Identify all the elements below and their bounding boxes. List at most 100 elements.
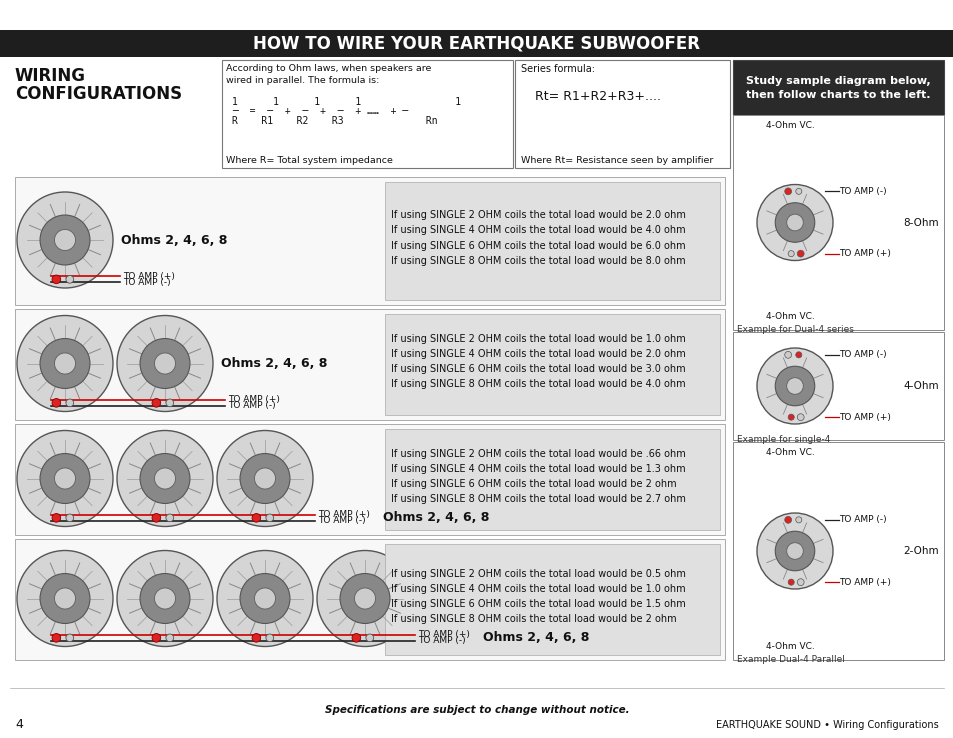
Circle shape [17,316,112,412]
Bar [385,544,720,655]
Circle shape [54,468,75,489]
Circle shape [366,634,374,642]
Bar [15,177,724,305]
Circle shape [775,203,814,242]
Text: Example Dual-4 Parallel: Example Dual-4 Parallel [737,655,844,664]
Circle shape [66,399,73,407]
Bar [732,60,943,115]
Circle shape [795,517,801,523]
Circle shape [787,414,794,420]
Circle shape [66,514,73,522]
Text: 1      1      1      1                1: 1 1 1 1 1 [232,97,460,107]
Circle shape [757,513,832,589]
Text: According to Ohm laws, when speakers are: According to Ohm laws, when speakers are [226,64,431,73]
Circle shape [54,230,75,251]
Bar [732,332,943,440]
Text: 4-Ohm: 4-Ohm [902,381,938,391]
Text: Rt= R1+R2+R3+....: Rt= R1+R2+R3+.... [535,90,660,103]
Text: TO AMP (+): TO AMP (+) [228,396,279,404]
Bar [385,182,720,300]
Bar [0,30,953,57]
Circle shape [352,633,360,642]
Text: R    R1    R2    R3              Rn: R R1 R2 R3 Rn [232,116,437,126]
Text: Ohms 2, 4, 6, 8: Ohms 2, 4, 6, 8 [482,632,589,644]
Circle shape [316,551,413,646]
Bar [515,60,729,168]
Circle shape [784,188,791,195]
Text: 4-Ohm VC.: 4-Ohm VC. [765,448,814,457]
Circle shape [40,215,90,265]
Bar [15,309,724,420]
Circle shape [786,542,802,559]
Text: TO AMP (+): TO AMP (+) [838,413,890,421]
Text: WIRING: WIRING [15,67,86,85]
Text: If using SINGLE 2 OHM coils the total load would be .66 ohm
If using SINGLE 4 OH: If using SINGLE 2 OHM coils the total lo… [391,449,685,504]
Circle shape [784,517,791,523]
Circle shape [52,275,61,283]
Text: TO AMP (+): TO AMP (+) [123,272,174,281]
Text: TO AMP (-): TO AMP (-) [417,636,465,645]
Text: Ohms 2, 4, 6, 8: Ohms 2, 4, 6, 8 [382,511,489,525]
Circle shape [216,551,313,646]
Circle shape [140,339,190,388]
Text: HOW TO WIRE YOUR EARTHQUAKE SUBWOOFER: HOW TO WIRE YOUR EARTHQUAKE SUBWOOFER [253,35,700,52]
Circle shape [52,633,61,642]
Circle shape [140,573,190,624]
Circle shape [152,399,160,407]
Text: EARTHQUAKE SOUND • Wiring Configurations: EARTHQUAKE SOUND • Wiring Configurations [716,720,938,730]
Text: TO AMP (-): TO AMP (-) [228,401,275,410]
Circle shape [240,573,290,624]
Circle shape [795,188,801,194]
Circle shape [66,275,73,283]
Text: Specifications are subject to change without notice.: Specifications are subject to change wit… [324,705,629,715]
Circle shape [797,250,803,257]
Circle shape [117,551,213,646]
Circle shape [54,353,75,374]
Text: Example for Dual-4 series: Example for Dual-4 series [737,325,853,334]
Text: 2-Ohm: 2-Ohm [902,546,938,556]
Text: TO AMP (-): TO AMP (-) [838,187,885,196]
Circle shape [166,634,173,642]
Circle shape [266,634,274,642]
Text: 4-Ohm VC.: 4-Ohm VC. [765,312,814,321]
Bar [15,424,724,535]
Circle shape [17,551,112,646]
Circle shape [152,514,160,523]
Circle shape [140,454,190,503]
Circle shape [355,588,375,609]
Circle shape [252,514,260,523]
Circle shape [797,579,803,585]
Circle shape [266,514,274,522]
Circle shape [40,339,90,388]
Text: Where R= Total system impedance: Where R= Total system impedance [226,156,393,165]
Text: 4: 4 [15,719,23,731]
Circle shape [40,454,90,503]
Circle shape [797,414,803,421]
Circle shape [66,634,73,642]
Text: TO AMP (+): TO AMP (+) [417,630,470,639]
Text: TO AMP (-): TO AMP (-) [123,278,171,287]
Text: Study sample diagram below,
then follow charts to the left.: Study sample diagram below, then follow … [745,75,930,100]
Circle shape [117,430,213,526]
Circle shape [252,633,260,642]
Circle shape [166,514,173,522]
Text: 8-Ohm: 8-Ohm [902,218,938,227]
Circle shape [40,573,90,624]
Text: TO AMP (+): TO AMP (+) [838,249,890,258]
Circle shape [154,588,175,609]
Text: Where Rt= Resistance seen by amplifier: Where Rt= Resistance seen by amplifier [520,156,713,165]
Circle shape [52,514,61,523]
Circle shape [339,573,390,624]
Text: Example for single-4: Example for single-4 [737,435,829,444]
Text: TO AMP (+): TO AMP (+) [317,511,370,520]
Text: TO AMP (+): TO AMP (+) [838,578,890,587]
Circle shape [52,399,61,407]
Circle shape [17,430,112,526]
Circle shape [786,214,802,231]
Text: ─  =  ─  +  ─  +  ─  + ……  + ─: ─ = ─ + ─ + ─ + …… + ─ [232,106,408,116]
Bar [385,314,720,415]
Text: Series formula:: Series formula: [520,64,595,74]
Circle shape [254,468,275,489]
Text: Ohms 2, 4, 6, 8: Ohms 2, 4, 6, 8 [121,233,227,246]
Circle shape [166,399,173,407]
